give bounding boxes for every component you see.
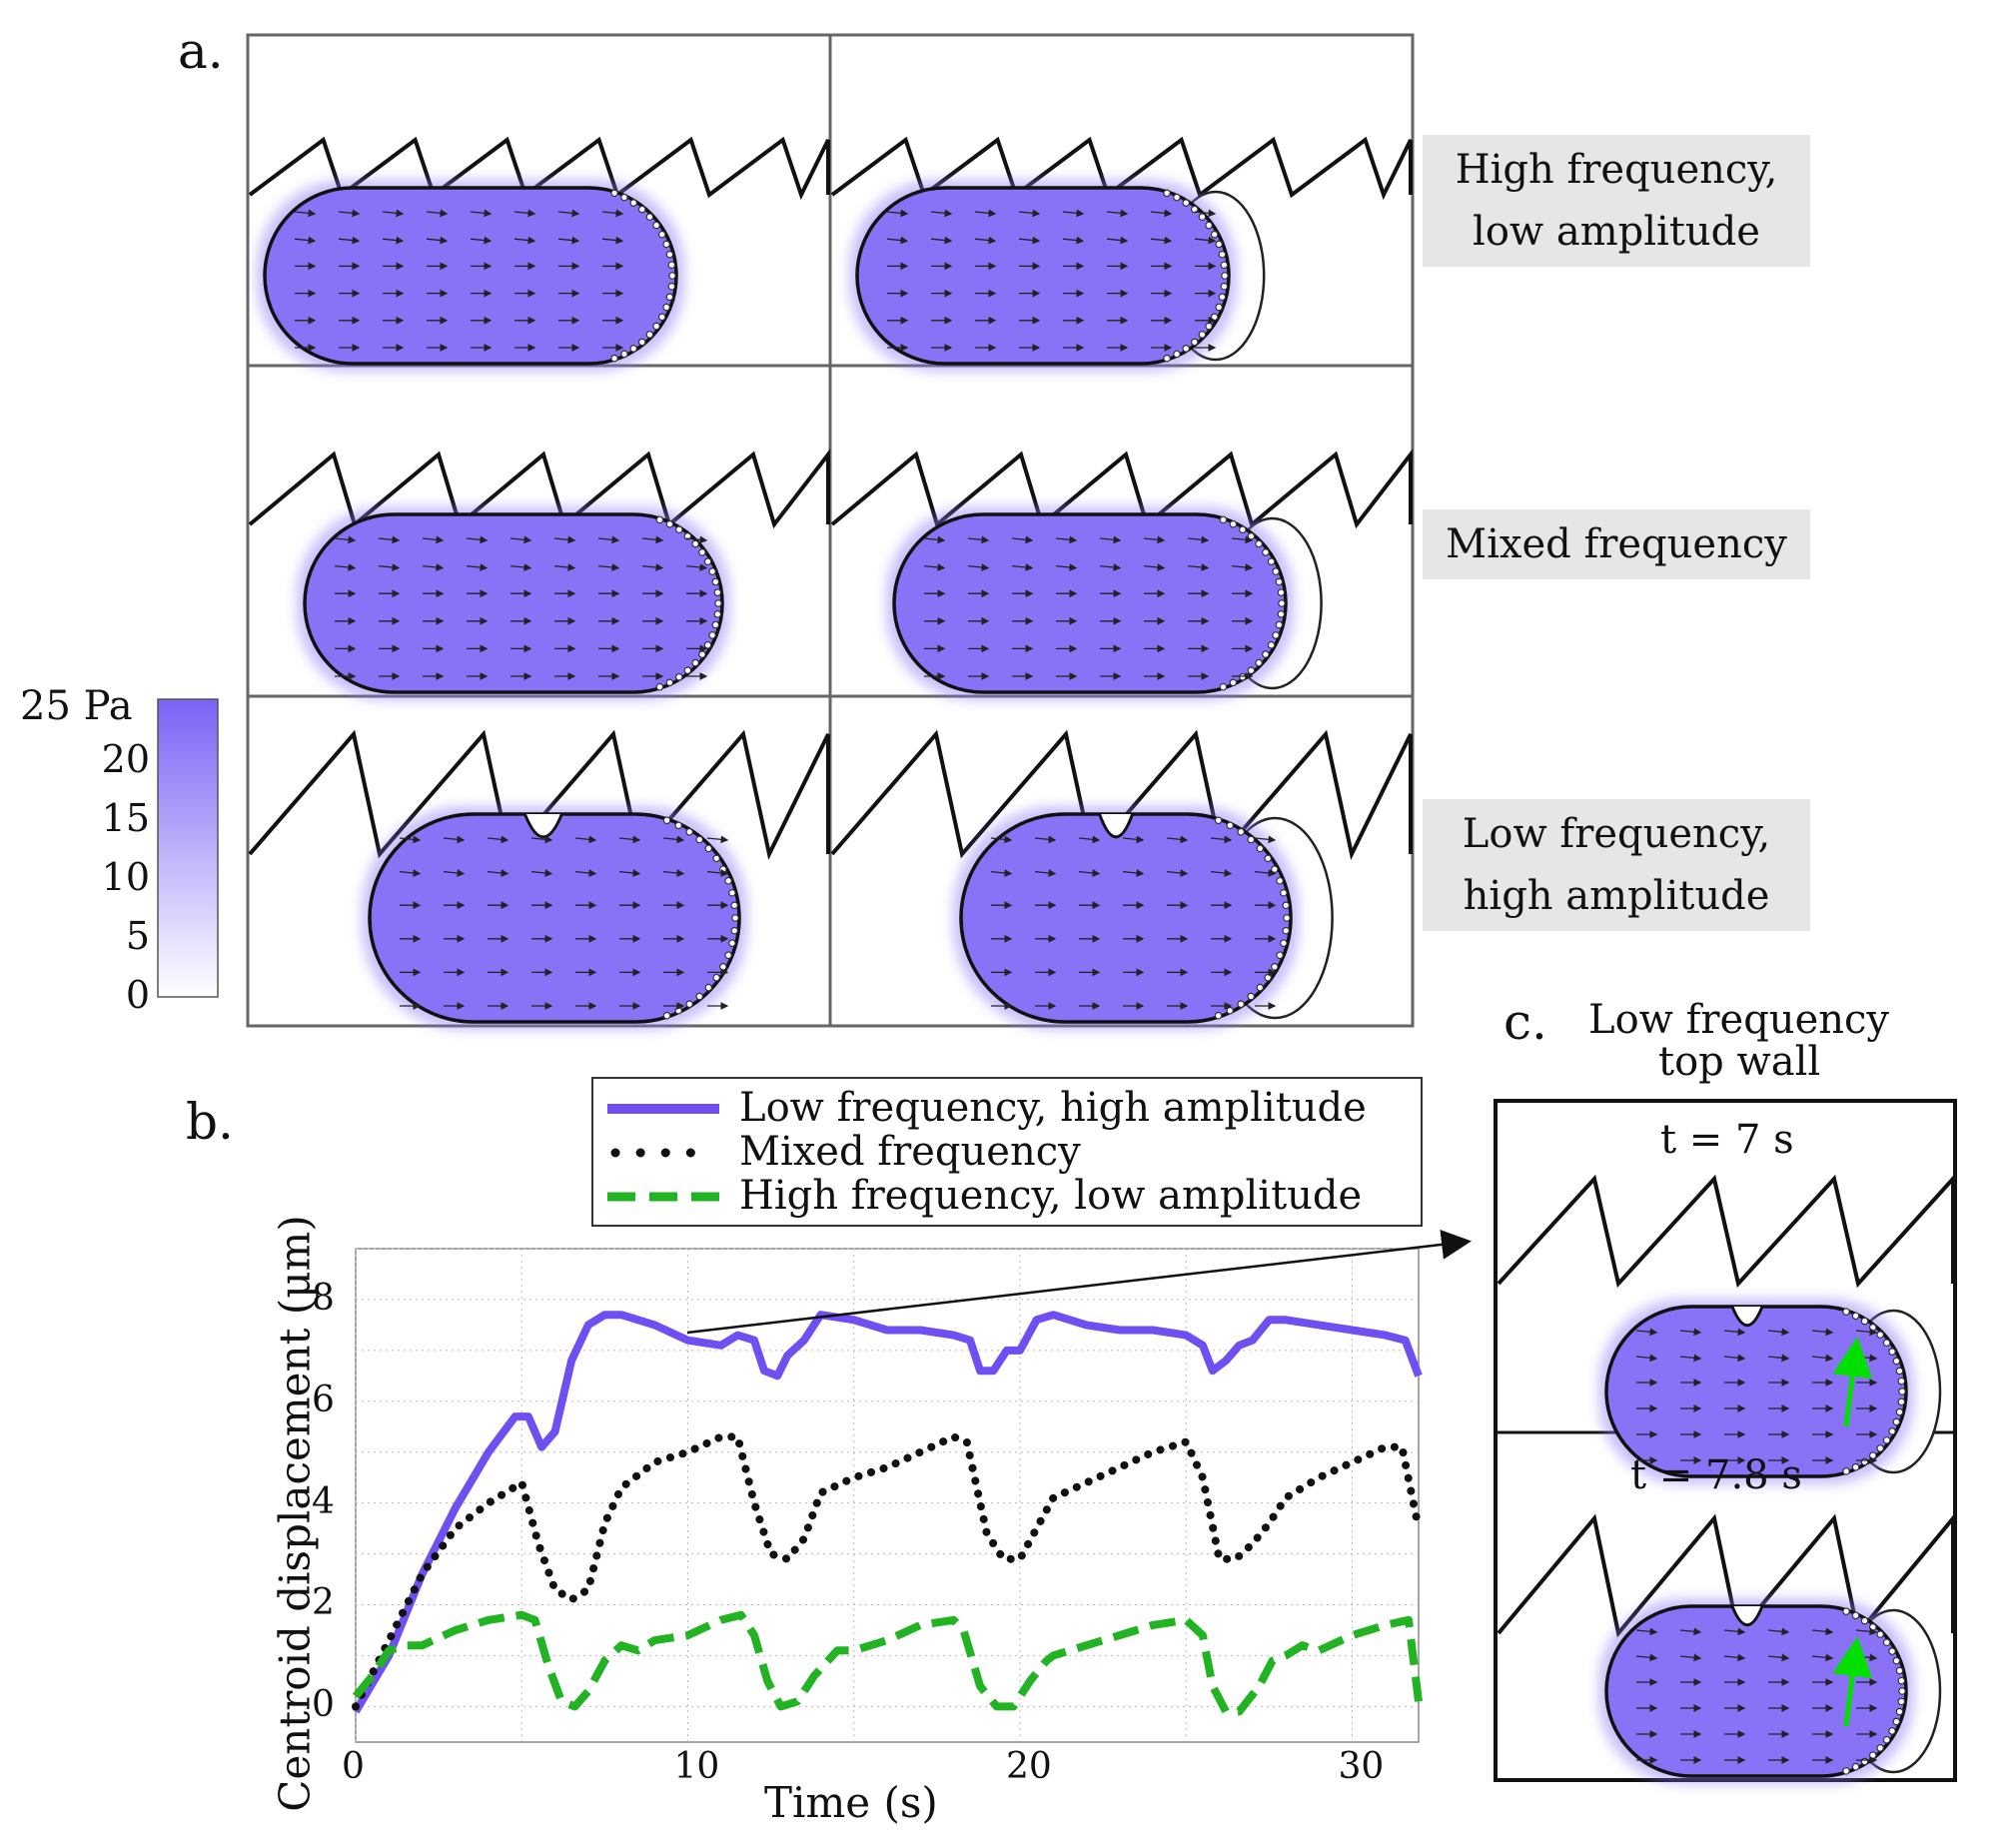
panel-c-title-line1: Low frequency [1588,997,1889,1043]
panel-a-cells [248,136,1413,1030]
panel-c-title-line2: top wall [1658,1039,1821,1085]
row-label-line1: Mixed frequency [1446,521,1787,567]
panel-c-letter: c. [1504,993,1547,1051]
x-tick-label: 10 [673,1746,720,1787]
colorbar [157,698,219,998]
simulation-cell-5 [248,729,830,1030]
row-label-line1: High frequency, [1455,147,1778,193]
force-arrow [1832,1636,1873,1727]
legend-label: Low frequency, high amplitude [739,1085,1367,1131]
series-line-3 [352,1610,1423,1716]
displacement-chart [352,1229,1472,1743]
panel-c-frame-label: t = 7.8 s [1630,1452,1802,1498]
row-label-low-frequency: Low frequency, high amplitude [1423,799,1810,931]
legend-label: High frequency, low amplitude [739,1173,1363,1219]
y-tick-label: 2 [312,1582,335,1624]
row-label-high-frequency: High frequency, low amplitude [1423,135,1810,267]
panel-a-letter: a. [178,22,224,80]
plot-frame [355,1248,1420,1743]
panel-c-cell-2 [1497,1512,1955,1784]
colorbar-tick: 15 [101,796,150,840]
grid-lines [355,1248,1419,1742]
series-line-1 [352,1311,1423,1714]
row-label-line2: low amplitude [1473,209,1760,255]
annotation-arrow [686,1229,1472,1335]
simulation-cell-4 [830,449,1413,700]
colorbar-unit-label: 25 Pa [20,683,133,729]
panel-c [1494,1099,1957,1784]
y-tick-label: 8 [312,1277,335,1319]
panel-c-frame-label: t = 7 s [1660,1117,1794,1163]
simulation-cell-1 [248,136,830,372]
panel-b-letter: b. [186,1093,234,1151]
x-tick-label: 0 [342,1746,365,1787]
simulation-cell-2 [830,136,1413,372]
row-label-line1: Low frequency, [1462,811,1771,857]
x-axis-label: Time (s) [764,1778,938,1827]
y-tick-label: 6 [312,1379,335,1420]
y-tick-label: 4 [312,1480,335,1522]
panel-c-cell-1 [1497,1173,1955,1484]
series-lines [352,1311,1423,1716]
row-label-mixed-frequency: Mixed frequency [1423,509,1810,579]
legend-label: Mixed frequency [739,1129,1081,1175]
y-tick-label: 0 [312,1684,335,1726]
x-tick-label: 20 [1006,1746,1052,1787]
colorbar-tick: 5 [125,914,150,958]
simulation-cell-6 [830,729,1413,1030]
colorbar-tick: 20 [101,737,150,781]
x-tick-label: 30 [1338,1746,1385,1787]
force-arrow [1832,1337,1873,1427]
colorbar-tick: 10 [101,855,150,899]
chart-legend: Low frequency, high amplitude Mixed freq… [591,1077,1423,1227]
row-label-line2: high amplitude [1463,873,1770,919]
simulation-cell-3 [248,449,830,700]
series-line-2 [352,1432,1423,1711]
colorbar-tick: 0 [125,973,150,1017]
